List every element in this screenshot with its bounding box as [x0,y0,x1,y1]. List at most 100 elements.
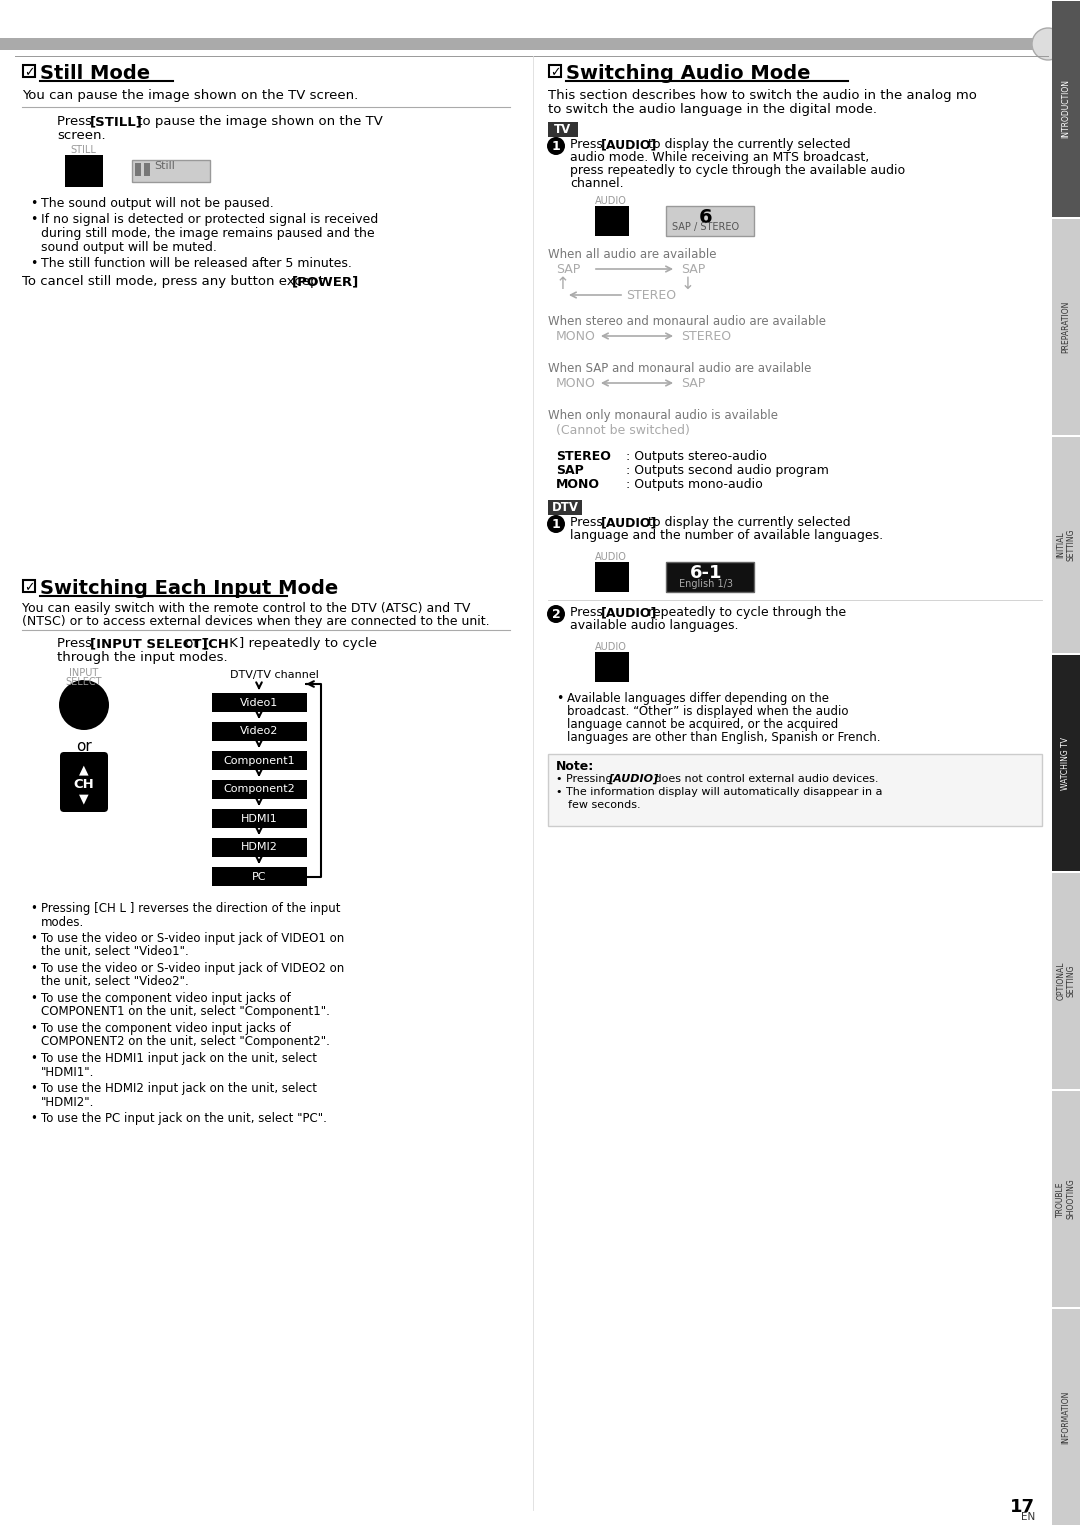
Text: the unit, select "Video2".: the unit, select "Video2". [41,975,189,989]
Circle shape [59,681,109,729]
Text: •: • [30,961,37,975]
Bar [666,206,754,237]
Text: K: K [225,636,242,650]
Text: •: • [30,902,37,916]
Bar [212,722,307,742]
Text: English 1/3: English 1/3 [679,578,733,589]
Text: •: • [30,214,38,226]
Text: Press: Press [570,137,607,151]
Text: Still Mode: Still Mode [40,64,150,82]
Text: ✓: ✓ [550,66,561,79]
Text: •: • [30,1022,37,1035]
Text: When only monaural audio is available: When only monaural audio is available [548,409,778,423]
Text: Switching Each Input Mode: Switching Each Input Mode [40,578,338,598]
Text: Press: Press [570,606,607,620]
Text: DTV/TV channel: DTV/TV channel [230,670,319,681]
Text: ↓: ↓ [681,275,694,293]
Text: [STILL]: [STILL] [90,114,143,128]
Text: Video2: Video2 [241,726,279,737]
Bar [212,780,307,800]
Text: WATCHING TV: WATCHING TV [1062,737,1070,789]
Text: language and the number of available languages.: language and the number of available lan… [570,530,883,542]
Text: SAP: SAP [556,464,584,478]
Text: If no signal is detected or protected signal is received: If no signal is detected or protected si… [41,214,378,226]
Text: ✓: ✓ [24,581,35,594]
Text: screen.: screen. [57,130,106,142]
FancyBboxPatch shape [60,752,108,812]
Text: ✓: ✓ [24,66,35,79]
Text: To use the video or S-video input jack of VIDEO1 on: To use the video or S-video input jack o… [41,932,345,945]
Text: INTRODUCTION: INTRODUCTION [1062,79,1070,139]
Text: •: • [556,691,564,705]
Bar [548,754,1042,826]
Text: TROUBLE
SHOOTING: TROUBLE SHOOTING [1056,1178,1076,1219]
Text: ↑: ↑ [556,275,570,293]
Text: Component1: Component1 [224,755,295,766]
Text: sound output will be muted.: sound output will be muted. [41,241,217,253]
Text: SAP / STEREO: SAP / STEREO [673,221,740,232]
Text: through the input modes.: through the input modes. [57,652,228,664]
Text: : Outputs stereo-audio: : Outputs stereo-audio [626,450,767,462]
Text: When all audio are available: When all audio are available [548,249,716,261]
Bar [548,501,582,514]
Text: The still function will be released after 5 minutes.: The still function will be released afte… [41,256,352,270]
Text: MONO: MONO [556,478,600,491]
Bar [23,66,35,76]
Text: HDMI2: HDMI2 [241,842,278,853]
Text: ] repeatedly to cycle: ] repeatedly to cycle [239,636,377,650]
Text: few seconds.: few seconds. [568,800,640,810]
Text: This section describes how to switch the audio in the analog mo: This section describes how to switch the… [548,89,977,102]
Text: Switching Audio Mode: Switching Audio Mode [566,64,810,82]
Bar [0,38,1048,50]
Text: •: • [30,1112,37,1125]
Bar [135,163,141,175]
Text: •: • [30,1051,37,1065]
Text: language cannot be acquired, or the acquired: language cannot be acquired, or the acqu… [567,719,838,731]
Text: ▲: ▲ [79,763,89,777]
Bar [1052,1091,1080,1306]
Circle shape [1032,27,1064,60]
Text: [AUDIO]: [AUDIO] [600,137,658,151]
Text: •: • [30,197,38,211]
Bar [548,122,578,137]
Bar [23,580,35,592]
Text: available audio languages.: available audio languages. [570,620,739,632]
Text: CH: CH [73,778,94,790]
Text: You can easily switch with the remote control to the DTV (ATSC) and TV: You can easily switch with the remote co… [22,601,471,615]
Bar [549,66,561,76]
Text: 6-1: 6-1 [690,565,723,581]
Text: the unit, select "Video1".: the unit, select "Video1". [41,946,189,958]
Text: audio mode. While receiving an MTS broadcast,: audio mode. While receiving an MTS broad… [570,151,869,163]
Text: DTV: DTV [552,501,579,514]
Text: SAP: SAP [556,262,580,276]
Text: [AUDIO]: [AUDIO] [600,606,658,620]
Text: You can pause the image shown on the TV screen.: You can pause the image shown on the TV … [22,89,359,102]
Text: to display the currently selected: to display the currently selected [644,137,851,151]
Text: during still mode, the image remains paused and the: during still mode, the image remains pau… [41,227,375,240]
Text: languages are other than English, Spanish or French.: languages are other than English, Spanis… [567,731,880,745]
Text: : Outputs second audio program: : Outputs second audio program [626,464,828,478]
Text: OPTIONAL
SETTING: OPTIONAL SETTING [1056,961,1076,1000]
Text: channel.: channel. [570,177,623,191]
Text: AUDIO: AUDIO [595,642,626,652]
Bar [1052,436,1080,653]
Text: to pause the image shown on the TV: to pause the image shown on the TV [133,114,383,128]
Bar [1052,2,1080,217]
Text: [CH: [CH [203,636,230,650]
Text: 2: 2 [552,607,561,621]
Text: or: or [76,739,92,754]
Text: •: • [30,992,37,1006]
Bar [666,562,754,592]
Text: press repeatedly to cycle through the available audio: press repeatedly to cycle through the av… [570,163,905,177]
Text: •: • [30,932,37,945]
Text: "HDMI1".: "HDMI1". [41,1065,94,1079]
Text: •: • [30,256,38,270]
Text: To use the PC input jack on the unit, select "PC".: To use the PC input jack on the unit, se… [41,1112,327,1125]
Bar [132,160,210,182]
Bar [1052,655,1080,871]
Text: STEREO: STEREO [681,330,731,343]
Text: [INPUT SELECT]: [INPUT SELECT] [90,636,207,650]
Text: To use the component video input jacks of: To use the component video input jacks o… [41,1022,291,1035]
Text: The sound output will not be paused.: The sound output will not be paused. [41,197,273,211]
Text: • Pressing: • Pressing [556,774,616,784]
